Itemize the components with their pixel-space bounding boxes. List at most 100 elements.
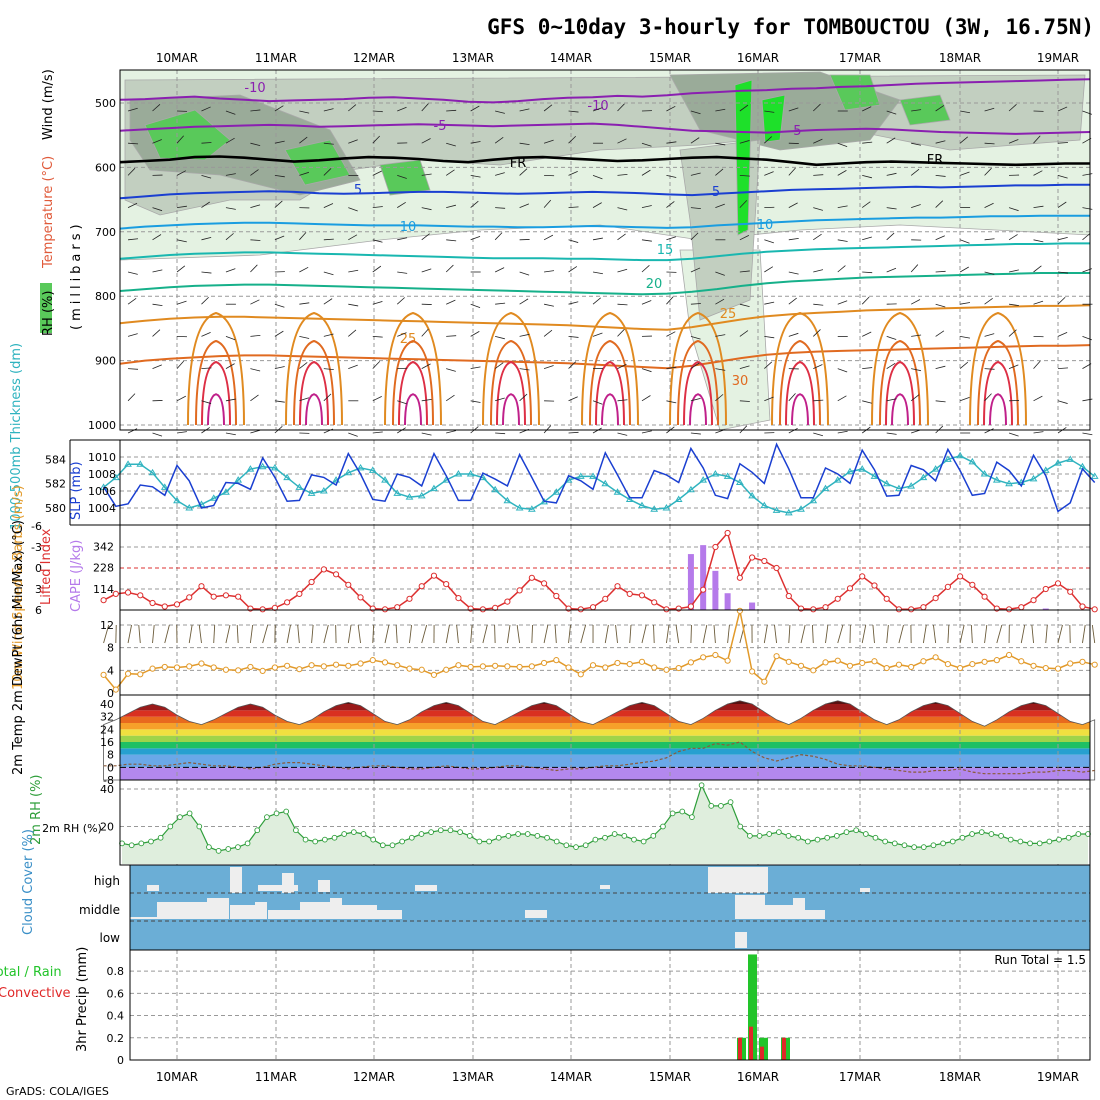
cloud-block [708, 867, 768, 893]
wind-barb [812, 329, 821, 337]
series-point [516, 663, 523, 671]
wind-barb [323, 271, 334, 276]
series-point [308, 662, 315, 669]
wind-barb [739, 303, 750, 308]
isotherm-label: 20 [646, 277, 663, 292]
series-point [296, 590, 303, 598]
rh2m-point [621, 833, 628, 839]
series-point [589, 604, 597, 611]
rh2m-point [206, 844, 212, 850]
wind-barb [1082, 432, 1093, 436]
series-point [834, 595, 841, 602]
wind-barb [910, 264, 919, 273]
wind-barb [617, 173, 628, 176]
wind-barb-10m [653, 624, 655, 644]
wind-barb [250, 394, 259, 402]
cloud-block [765, 905, 793, 919]
low-level-contour [299, 360, 329, 426]
wind-barb [372, 170, 382, 176]
rh2m-point [756, 833, 763, 839]
wind-barb [960, 336, 971, 339]
series-point [418, 666, 425, 673]
wind-barb [225, 233, 234, 241]
pressure-tick: 900 [95, 355, 116, 368]
wind-barb [446, 368, 456, 372]
wind-barb [1033, 431, 1044, 434]
wind-barb [666, 400, 677, 404]
panel-frame [119, 69, 1091, 431]
series-point [406, 595, 413, 602]
series-point [553, 657, 560, 664]
temp-tick: 32 [100, 711, 114, 724]
rh2m-point [679, 808, 686, 815]
wind-barb [274, 303, 285, 308]
top-day-label: 11MAR [255, 51, 297, 65]
wind-barb [690, 397, 701, 402]
wind-barb-10m [774, 624, 778, 644]
wind-barb [299, 232, 307, 241]
wind-barb [494, 232, 503, 241]
series-point [540, 659, 548, 667]
wind-barb [421, 173, 432, 176]
wind-barb-10m [713, 624, 716, 644]
series-point [295, 483, 304, 490]
isotherm-label: 25 [400, 332, 417, 347]
series-point [577, 671, 584, 678]
rh2m-point [322, 836, 328, 843]
wind-barb [1082, 233, 1091, 241]
wind-barb [666, 331, 676, 337]
low-level-contour [482, 311, 540, 426]
series-point [186, 663, 193, 670]
rh2m-point [669, 810, 676, 817]
wind-barb [397, 201, 406, 208]
series-point [111, 473, 120, 481]
wind-barb-10m [763, 624, 768, 644]
temp-band [120, 742, 1090, 749]
wind-barb [959, 266, 969, 273]
series-point [307, 489, 316, 496]
wind-barb [911, 204, 921, 208]
rh2m-point [978, 829, 985, 835]
low-level-contour [969, 311, 1027, 426]
wind-barb [788, 167, 796, 176]
wind-barb [152, 234, 162, 241]
wind-barb [960, 110, 971, 114]
wind-barb [617, 207, 628, 211]
series-point [345, 662, 352, 669]
wind-barb [617, 328, 625, 337]
series-point [503, 496, 512, 504]
series-point [356, 463, 365, 471]
wind-barb [1033, 170, 1043, 176]
isotherm-label: FR [927, 153, 944, 168]
series-point [417, 491, 426, 499]
top-day-label: 17MAR [839, 51, 881, 65]
rh2m-point [563, 842, 570, 849]
wind-barb [910, 168, 920, 176]
wind-barb [837, 205, 848, 208]
wind-barb [813, 138, 823, 144]
wind-barb [959, 397, 970, 402]
wind-barb [494, 136, 504, 144]
rh2m-point [708, 803, 715, 809]
low-level-contour [595, 360, 625, 426]
top-day-label: 16MAR [737, 51, 779, 65]
wind-barb [886, 362, 896, 369]
rh2m-point [631, 836, 637, 843]
wind-barb [348, 329, 357, 337]
wind-barb [421, 268, 432, 273]
wind-barb [348, 432, 358, 437]
wind-barb-10m [421, 624, 428, 644]
rh2m-point [331, 834, 338, 841]
series-point [284, 599, 291, 606]
series-point [394, 604, 401, 611]
series-point [638, 501, 646, 509]
wind-barb [813, 432, 824, 437]
low-level-contour [207, 393, 225, 426]
rh2m-point [283, 808, 290, 815]
wind-barb [446, 204, 456, 208]
temperature-label: Temperature (°C) [41, 156, 56, 269]
wind-barb [666, 141, 677, 144]
series-point [785, 658, 792, 665]
series-point [968, 457, 977, 465]
rh2m-point [660, 823, 666, 830]
